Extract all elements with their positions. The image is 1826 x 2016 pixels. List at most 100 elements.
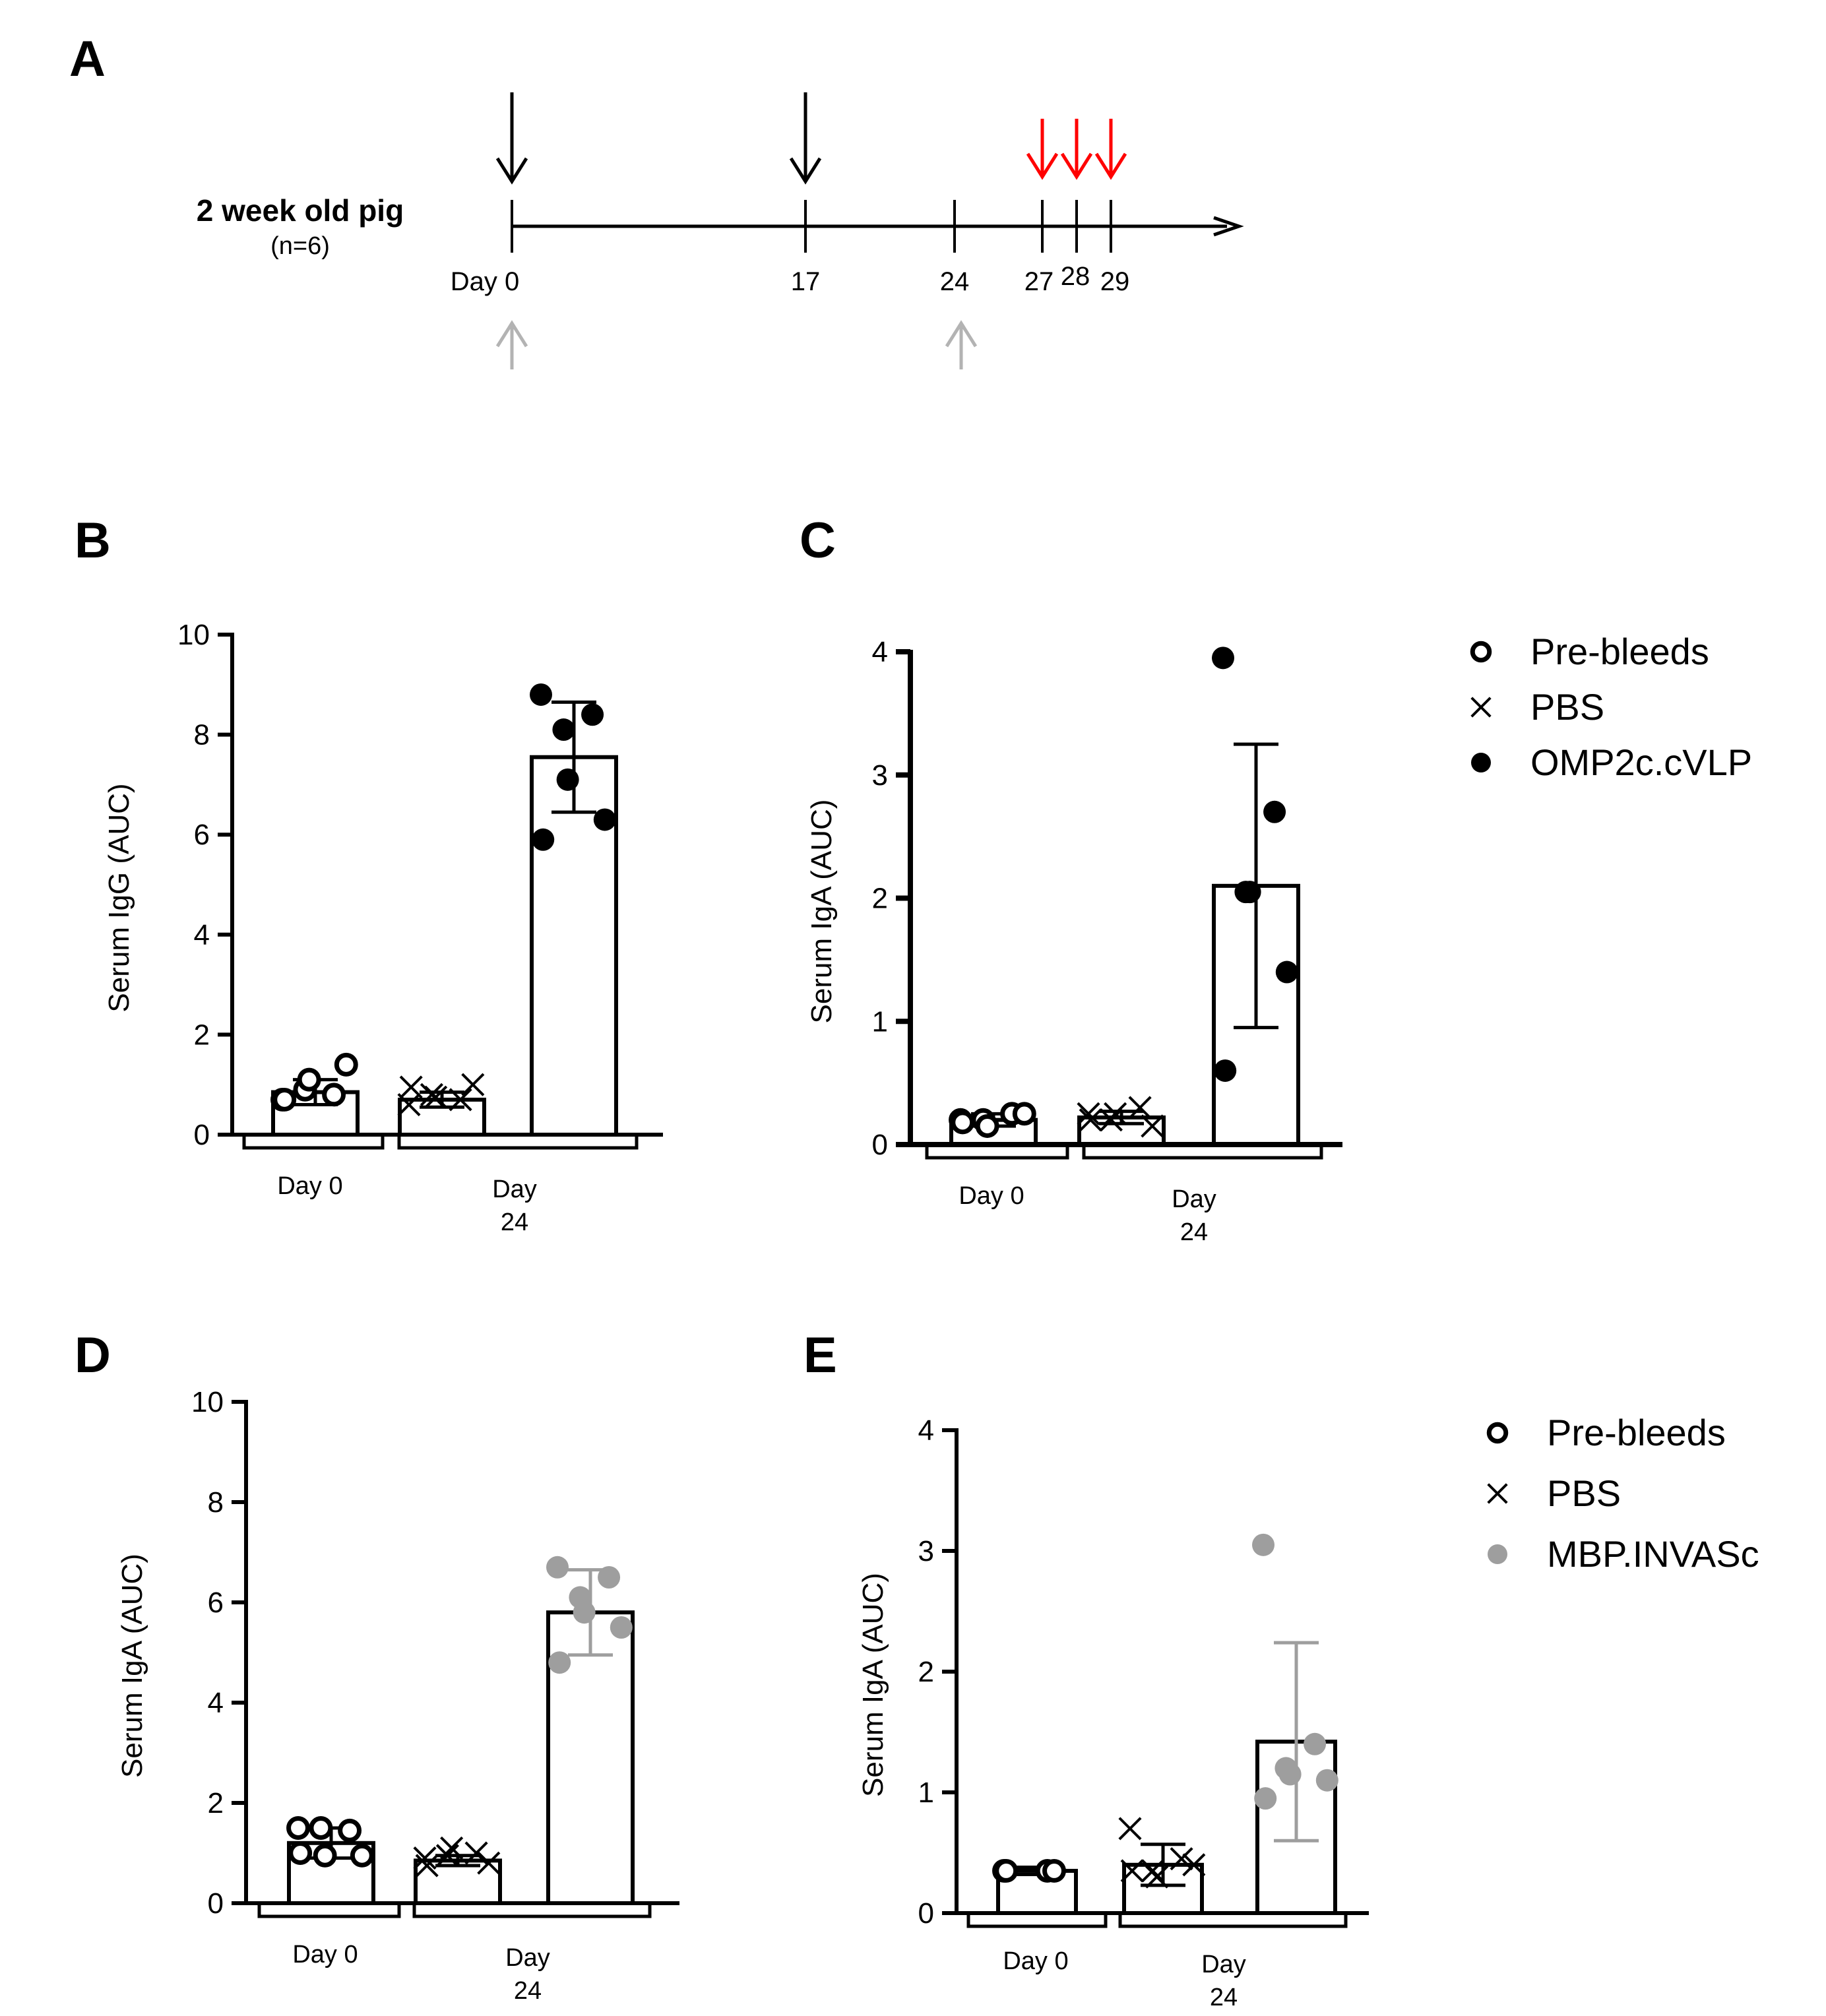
timeline-arrowhead (1213, 216, 1244, 237)
legend-label: MBP.INVASc (1547, 1533, 1759, 1575)
data-point (546, 1556, 569, 1579)
data-point (1214, 1059, 1237, 1082)
cross-stroke (1104, 1102, 1127, 1125)
group-label: Day (492, 1176, 537, 1203)
group-bracket: Day 24 (1118, 1914, 1348, 2011)
y-tick-label: 6 (208, 1587, 224, 1619)
bracket-line (925, 1146, 1069, 1160)
group-label: Day 0 (1003, 1947, 1068, 1975)
legend-marker (1470, 697, 1492, 718)
group-label: 24 (1210, 1984, 1238, 2011)
cross-stroke (1487, 1483, 1508, 1504)
data-point (338, 1818, 362, 1843)
group-bracket: Day 0 (257, 1905, 401, 1969)
cross-stroke (435, 1844, 459, 1868)
legend-bottom: Pre-bleeds PBS MBP.INVASc (1486, 1412, 1759, 1575)
panel-letter: E (803, 1327, 837, 1383)
group-label: Day (1172, 1185, 1216, 1213)
error-bar (551, 700, 596, 814)
immunization-arrow (495, 92, 528, 185)
data-point (415, 1854, 439, 1877)
cross-stroke (1077, 1102, 1100, 1125)
y-tick-label: 4 (918, 1414, 934, 1447)
data-point (449, 1088, 472, 1112)
timeline-subtitle: (n=6) (270, 232, 330, 260)
group-label: Day 0 (292, 1941, 358, 1969)
challenge-arrow (1060, 119, 1093, 180)
cross-stroke (424, 1085, 448, 1109)
y-axis-title: Serum IgA (AUC) (857, 1573, 889, 1797)
y-tick-label: 8 (194, 719, 210, 751)
data-point (1077, 1102, 1100, 1125)
cross-stroke (415, 1854, 439, 1877)
data-point (309, 1816, 333, 1840)
data-point (1128, 1096, 1152, 1119)
group-label: 24 (514, 1977, 542, 2005)
timeline-axis: Day 0 17 24 27 28 29 (451, 92, 1244, 369)
data-point (288, 1841, 313, 1865)
challenge-arrow (1026, 119, 1059, 180)
legend-marker (1470, 641, 1492, 663)
error-bar (1274, 1641, 1319, 1843)
data-point (440, 1836, 464, 1860)
data-point (1212, 646, 1234, 670)
data-point (1141, 1859, 1164, 1883)
data-point (1042, 1859, 1066, 1883)
cross-stroke (1120, 1859, 1144, 1883)
cross-stroke (1141, 1114, 1164, 1138)
data-point (1182, 1853, 1206, 1877)
data-point (424, 1085, 448, 1109)
cross-stroke (461, 1073, 485, 1096)
data-point (1145, 1865, 1169, 1889)
data-point (350, 1843, 374, 1868)
cross-stroke (1470, 697, 1492, 718)
data-point (994, 1859, 1019, 1883)
data-point (581, 703, 604, 726)
group-bracket: Day 0 (966, 1914, 1108, 1975)
y-tick-label: 4 (208, 1687, 224, 1719)
data-point (1170, 1847, 1193, 1871)
cross-stroke (1128, 1096, 1152, 1119)
data-point (1012, 1102, 1036, 1126)
bleed-arrow (495, 320, 528, 369)
y-tick-label: 2 (208, 1787, 224, 1819)
data-point (313, 1843, 337, 1868)
timeline-tick-label: 24 (940, 267, 970, 296)
y-axis-title: Serum IgG (AUC) (103, 783, 135, 1012)
data-point (610, 1616, 633, 1639)
data-point (573, 1601, 596, 1624)
y-tick-label: 2 (872, 883, 888, 915)
data-point (532, 828, 555, 851)
data-point (552, 718, 575, 741)
cross-stroke (397, 1092, 421, 1117)
data-point (1278, 1763, 1302, 1786)
data-point (556, 768, 579, 791)
challenge-arrow (1094, 119, 1127, 180)
panel-e-chart: E Serum IgA (AUC) 0 1 2 3 4 Day 0 Day 24 (803, 1327, 1369, 2011)
data-point (435, 1844, 459, 1868)
bracket-line (242, 1136, 385, 1150)
data-point (399, 1075, 423, 1099)
data-point (1099, 1108, 1123, 1132)
y-tick-label: 10 (191, 1386, 224, 1418)
data-point (464, 1841, 488, 1865)
data-point (334, 1052, 358, 1077)
data-point (297, 1067, 321, 1092)
cross-stroke (477, 1851, 501, 1875)
timeline-tick-label: Day 0 (451, 267, 520, 296)
group-bracket: Day 24 (397, 1136, 639, 1236)
data-point (1141, 1114, 1164, 1138)
group-bracket: Day 24 (1082, 1146, 1323, 1246)
data-point (322, 1083, 346, 1107)
panel-a-timeline: A 2 week old pig (n=6) Day 0 17 24 27 28 29 (69, 31, 1244, 369)
legend-label: Pre-bleeds (1530, 631, 1709, 672)
bracket-line (257, 1905, 401, 1918)
group-label: Day (505, 1944, 550, 1972)
group-label: Day (1201, 1951, 1246, 1978)
y-tick-label: 3 (872, 759, 888, 792)
y-tick-label: 0 (208, 1887, 224, 1920)
bracket-line (412, 1905, 652, 1918)
